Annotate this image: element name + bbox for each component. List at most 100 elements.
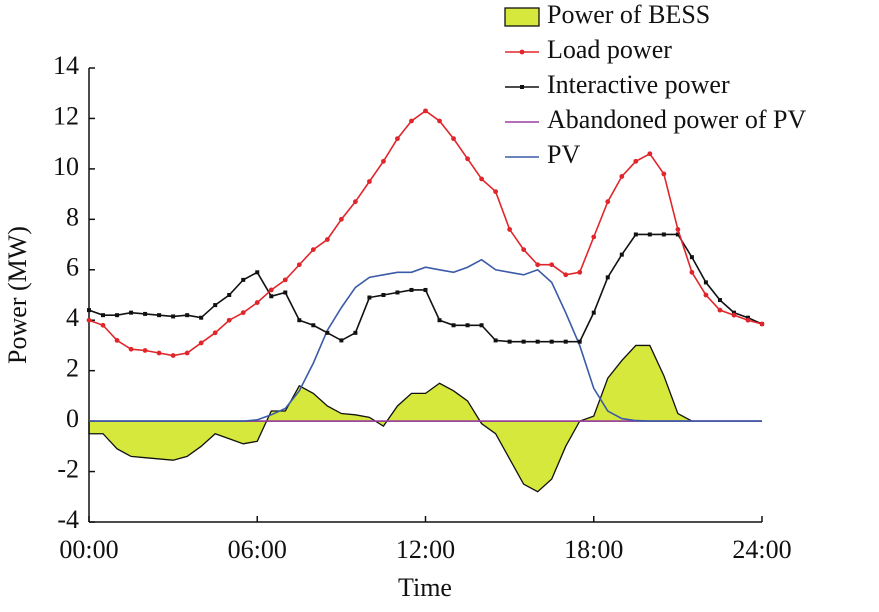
marker: [633, 158, 639, 164]
y-axis-label: Power (MW): [3, 226, 32, 364]
marker: [143, 311, 148, 316]
marker: [269, 294, 274, 299]
marker: [549, 339, 554, 344]
legend-label: Abandoned power of PV: [547, 105, 806, 134]
marker: [577, 269, 583, 275]
marker: [156, 350, 162, 356]
marker: [493, 338, 498, 343]
area: [88, 344, 762, 493]
marker: [338, 216, 344, 222]
marker: [437, 318, 442, 323]
marker: [241, 277, 246, 282]
y-tick-label: 6: [66, 253, 79, 282]
marker: [451, 136, 456, 142]
marker: [198, 340, 204, 346]
marker: [647, 232, 652, 237]
marker: [227, 293, 232, 297]
legend-label: Load power: [547, 35, 672, 64]
marker: [254, 300, 260, 305]
marker: [605, 199, 611, 205]
marker: [703, 292, 709, 298]
marker: [759, 321, 765, 327]
marker: [199, 315, 204, 320]
marker: [731, 310, 736, 315]
marker: [170, 353, 176, 358]
y-tick-label: 14: [53, 51, 79, 80]
marker: [324, 237, 330, 242]
marker: [745, 317, 751, 323]
marker: [745, 315, 750, 320]
x-tick-label: 24:00: [732, 535, 791, 564]
x-tick-label: 12:00: [396, 535, 455, 564]
marker: [507, 227, 513, 232]
marker: [283, 290, 288, 295]
y-tick-label: 4: [66, 303, 79, 332]
marker: [255, 270, 260, 275]
marker: [367, 179, 372, 184]
marker: [619, 174, 625, 179]
marker: [115, 313, 120, 318]
marker: [86, 317, 92, 323]
marker: [409, 118, 414, 124]
marker: [310, 247, 316, 253]
x-tick-label: 00:00: [59, 535, 118, 564]
marker: [240, 310, 246, 316]
marker: [675, 227, 681, 232]
marker: [647, 151, 653, 157]
marker: [465, 156, 470, 162]
marker: [451, 323, 456, 328]
marker: [717, 307, 723, 313]
marker: [100, 322, 106, 328]
marker: [703, 280, 708, 285]
marker: [381, 293, 386, 297]
marker: [479, 176, 484, 182]
marker: [157, 313, 162, 318]
y-tick-label: 12: [53, 101, 79, 130]
y-tick-label: 2: [66, 354, 79, 383]
marker: [129, 310, 134, 315]
marker: [591, 234, 597, 240]
marker: [549, 262, 555, 268]
marker: [507, 339, 512, 344]
marker: [395, 136, 400, 142]
marker: [437, 118, 442, 124]
y-tick-label: 0: [66, 404, 79, 433]
marker: [171, 314, 176, 319]
marker: [521, 247, 527, 253]
marker: [493, 189, 499, 194]
marker: [563, 272, 569, 278]
marker: [619, 252, 624, 257]
marker: [352, 199, 358, 205]
marker: [479, 323, 484, 328]
marker: [409, 287, 414, 292]
y-tick-label: -2: [57, 455, 79, 484]
marker: [101, 313, 106, 318]
marker: [325, 330, 330, 335]
y-tick-label: 8: [66, 202, 79, 231]
legend-marker: [520, 85, 524, 89]
legend-marker: [519, 49, 525, 55]
marker: [675, 232, 680, 237]
marker: [423, 108, 428, 114]
marker: [423, 287, 428, 292]
marker: [184, 350, 190, 356]
marker: [661, 171, 667, 177]
marker: [142, 348, 148, 353]
marker: [87, 308, 91, 313]
marker: [661, 232, 666, 237]
marker: [395, 290, 400, 295]
marker: [282, 277, 288, 283]
marker: [297, 318, 302, 323]
marker: [591, 310, 596, 315]
marker: [717, 298, 722, 303]
legend-label: Interactive power: [547, 70, 730, 99]
marker: [381, 158, 386, 164]
marker: [535, 339, 540, 344]
marker: [563, 339, 568, 344]
marker: [311, 323, 316, 328]
marker: [535, 262, 541, 268]
marker: [212, 330, 218, 336]
marker: [633, 232, 638, 237]
